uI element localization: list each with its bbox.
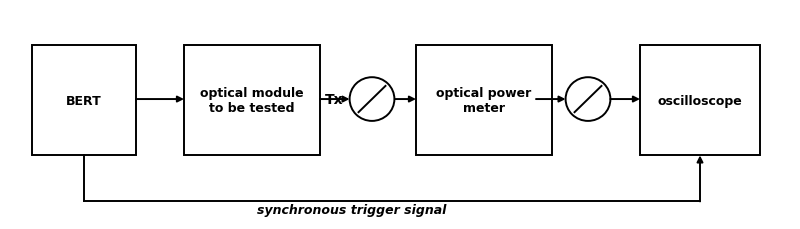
Ellipse shape [350, 78, 394, 121]
Text: BERT: BERT [66, 94, 102, 107]
Bar [32, 46, 136, 156]
Bar [184, 46, 320, 156]
Text: optical power
meter: optical power meter [436, 87, 532, 115]
Bar [640, 46, 760, 156]
Ellipse shape [566, 78, 610, 121]
Text: optical module
to be tested: optical module to be tested [200, 87, 304, 115]
Bar [416, 46, 552, 156]
Text: Tx: Tx [325, 93, 344, 106]
Text: oscilloscope: oscilloscope [658, 94, 742, 107]
Text: synchronous trigger signal: synchronous trigger signal [258, 203, 446, 216]
